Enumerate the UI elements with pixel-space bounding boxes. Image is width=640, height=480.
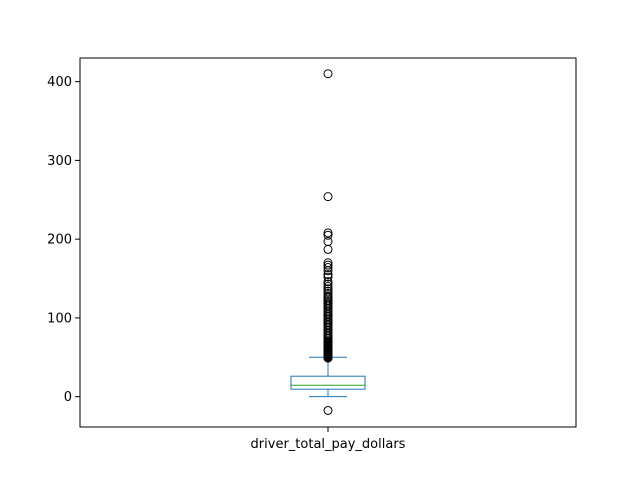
y-axis: 0 100 200 300 400	[47, 75, 80, 405]
outlier-point	[323, 286, 333, 296]
outlier-point	[323, 258, 333, 268]
x-axis: driver_total_pay_dollars	[251, 427, 406, 452]
outlier-point	[323, 192, 333, 202]
outlier-point	[323, 230, 333, 240]
outlier-point	[323, 405, 333, 415]
y-tick-label: 300	[47, 154, 72, 169]
outlier-point	[323, 237, 333, 247]
outlier-point	[323, 279, 333, 289]
outlier-point	[323, 284, 333, 294]
y-tick-label: 200	[47, 233, 72, 248]
outlier-point	[323, 281, 333, 291]
y-tick-label: 0	[64, 390, 72, 405]
outlier-point	[323, 277, 333, 287]
outlier-point	[323, 69, 333, 79]
plot-area	[290, 69, 366, 415]
y-tick-label: 100	[47, 311, 72, 326]
outlier-point	[323, 291, 333, 301]
outlier-point	[323, 228, 333, 238]
outlier-point	[323, 288, 333, 298]
outlier-point	[323, 244, 333, 254]
y-tick-label: 400	[47, 75, 72, 90]
outlier-point	[323, 270, 333, 280]
outlier-point	[323, 263, 333, 273]
outlier-point	[323, 272, 333, 282]
iqr-box	[290, 375, 366, 390]
x-tick-label: driver_total_pay_dollars	[251, 437, 406, 452]
outlier-point	[323, 260, 333, 270]
